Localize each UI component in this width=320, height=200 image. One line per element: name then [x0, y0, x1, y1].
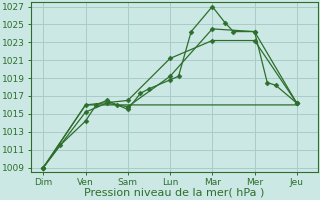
X-axis label: Pression niveau de la mer( hPa ): Pression niveau de la mer( hPa ) — [84, 188, 264, 198]
